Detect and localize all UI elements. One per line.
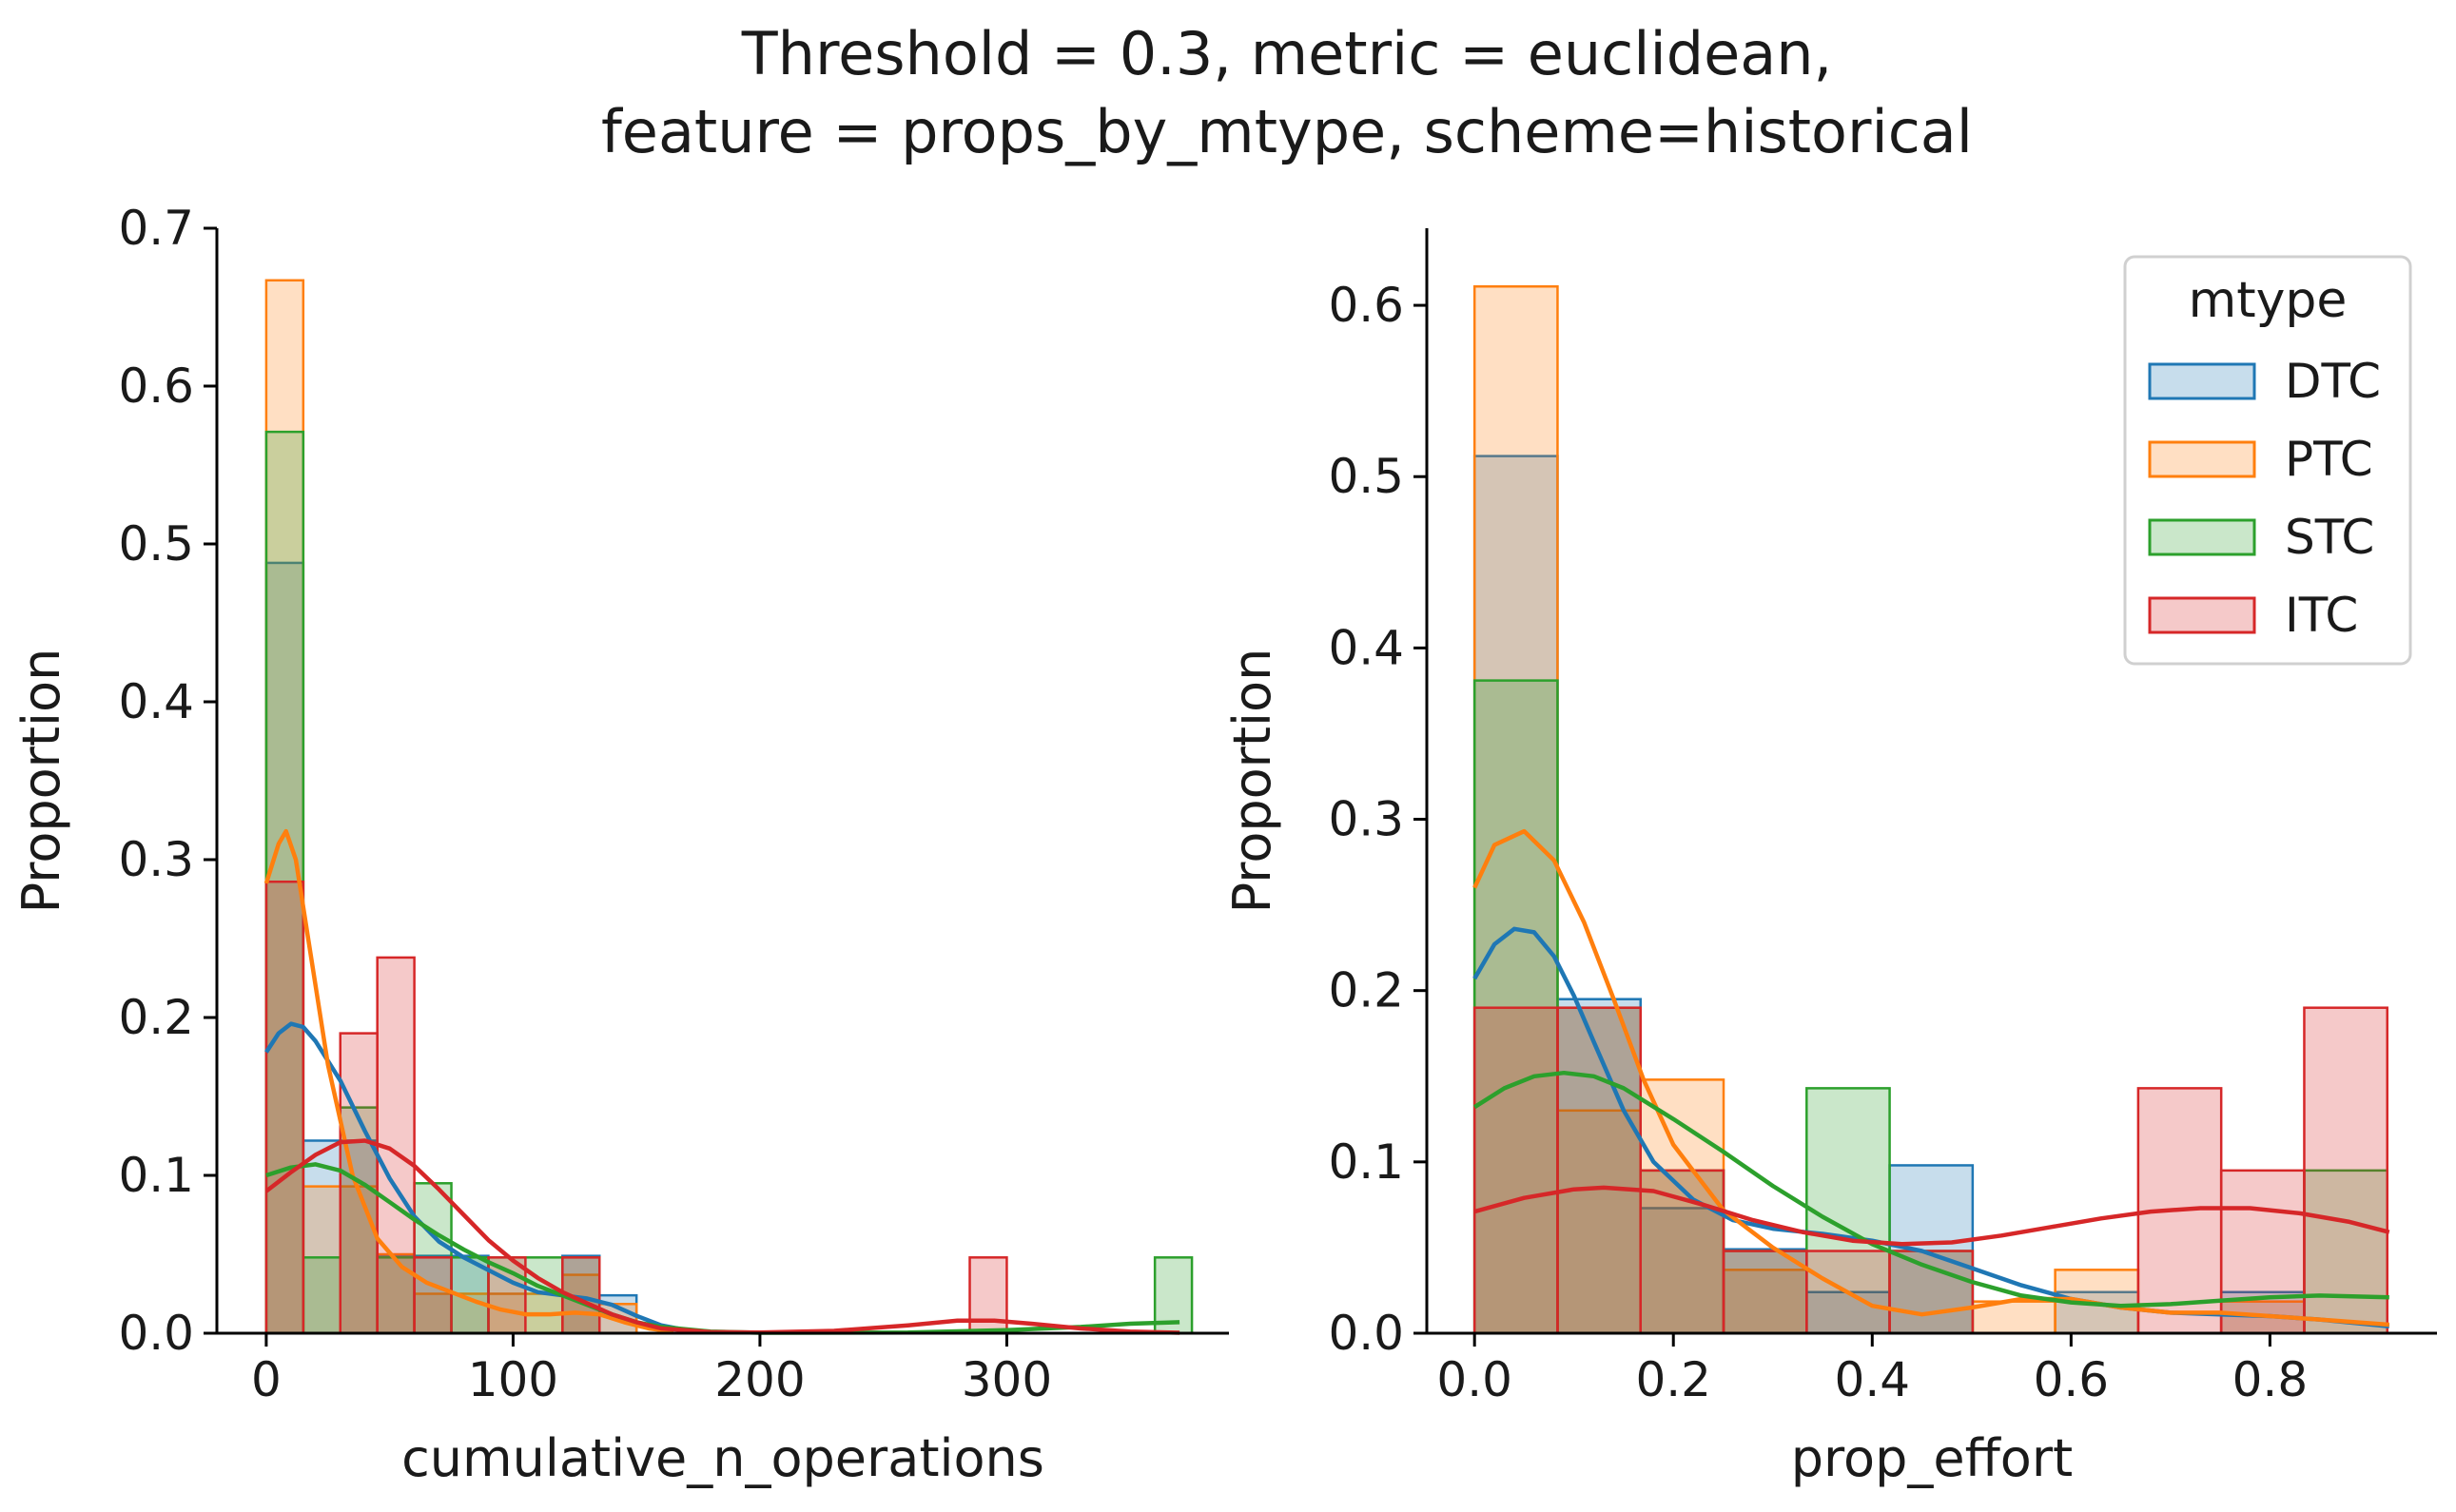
- x-tick-label: 100: [468, 1352, 558, 1407]
- bar-itc-3: [1722, 1250, 1808, 1335]
- legend-label-stc: STC: [2285, 510, 2374, 565]
- kde-line-dtc: [264, 1021, 711, 1335]
- y-tick-label: 0.0: [118, 1306, 194, 1361]
- legend-swatch-itc: [2148, 596, 2256, 634]
- x-tick-label: 0.4: [1835, 1352, 1911, 1407]
- figure-title-line1: Threshold = 0.3, metric = euclidean,: [741, 19, 1832, 88]
- legend-item-itc: ITC: [2148, 588, 2358, 643]
- bar-stc-1: [302, 1256, 342, 1335]
- y-axis-label: Proportion: [1222, 649, 1282, 914]
- y-tick-label: 0.4: [118, 674, 194, 729]
- legend-swatch-stc: [2148, 518, 2256, 556]
- bar-ptc-1: [1556, 1109, 1642, 1335]
- y-tick-label: 0.6: [118, 359, 194, 414]
- legend-frame: [2123, 255, 2412, 666]
- kde-line-itc: [1473, 1185, 2390, 1247]
- right-histogram-panel: 0.0 0.2 0.4 0.6 0.8 0.0 0.1 0.2 0.3 0.4 0.5 0.6 prop…: [1222, 228, 2437, 1488]
- bar-itc-0: [1472, 1006, 1559, 1335]
- figure-title-line2: feature = props_by_mtype, scheme=histori…: [601, 97, 1973, 166]
- series-itc: [264, 880, 1008, 1335]
- bar-itc-3: [413, 1256, 453, 1335]
- series-itc: [1472, 1006, 2388, 1335]
- series-ptc: [1472, 285, 2306, 1335]
- kde-line-ptc: [263, 828, 674, 1334]
- x-tick-label: 0.8: [2232, 1352, 2309, 1407]
- y-tick-label: 0.7: [118, 201, 194, 256]
- x-tick-label: 300: [962, 1352, 1052, 1407]
- legend-title: mtype: [2189, 272, 2348, 329]
- x-tick-label: 0.2: [1635, 1352, 1711, 1407]
- y-tick-label: 0.0: [1328, 1306, 1404, 1361]
- y-tick-label: 0.4: [1328, 620, 1404, 675]
- legend-label-dtc: DTC: [2285, 354, 2381, 409]
- legend-label-ptc: PTC: [2285, 432, 2373, 487]
- bar-itc-8: [2303, 1006, 2388, 1335]
- y-tick-label: 0.3: [1328, 792, 1404, 847]
- x-axis-label: prop_effort: [1791, 1428, 2073, 1488]
- bar-itc-1: [1556, 1006, 1642, 1335]
- legend-swatch-dtc: [2148, 362, 2256, 400]
- y-tick-label: 0.1: [118, 1148, 194, 1203]
- x-tick-label: 200: [714, 1352, 805, 1407]
- legend-item-stc: STC: [2148, 510, 2374, 565]
- y-tick-label: 0.2: [118, 990, 194, 1045]
- legend-item-dtc: DTC: [2148, 354, 2381, 409]
- x-tick-label: 0.0: [1436, 1352, 1512, 1407]
- kde-line-itc: [264, 1138, 1180, 1335]
- y-tick-label: 0.6: [1328, 278, 1404, 333]
- legend-swatch-ptc: [2148, 440, 2256, 478]
- y-tick-label: 0.5: [1328, 449, 1404, 504]
- x-axis-label: cumulative_n_operations: [401, 1428, 1044, 1488]
- y-tick-label: 0.5: [118, 516, 194, 572]
- bar-itc-0: [264, 880, 305, 1335]
- y-axis-label: Proportion: [11, 649, 71, 914]
- x-tick-label: 0.6: [2034, 1352, 2110, 1407]
- bar-itc-5: [1888, 1250, 1975, 1335]
- x-tick-label: 0: [251, 1352, 282, 1407]
- bar-dtc-0: [1472, 455, 1559, 1335]
- legend-item-ptc: PTC: [2148, 432, 2373, 487]
- y-tick-label: 0.1: [1328, 1134, 1404, 1190]
- y-tick-label: 0.2: [1328, 963, 1404, 1018]
- left-histogram-panel: 0 100 200 300 0.0 0.1 0.2 0.3 0.4 0.5 0.6 0.7 cumula…: [11, 201, 1229, 1488]
- legend-label-itc: ITC: [2285, 588, 2358, 643]
- legend: mtype DTC PTC STC ITC: [2123, 255, 2412, 666]
- kde-line-ptc: [1472, 828, 2389, 1328]
- y-tick-label: 0.3: [118, 832, 194, 887]
- bar-itc-7: [2219, 1169, 2306, 1335]
- bar-stc-3: [1722, 1250, 1808, 1335]
